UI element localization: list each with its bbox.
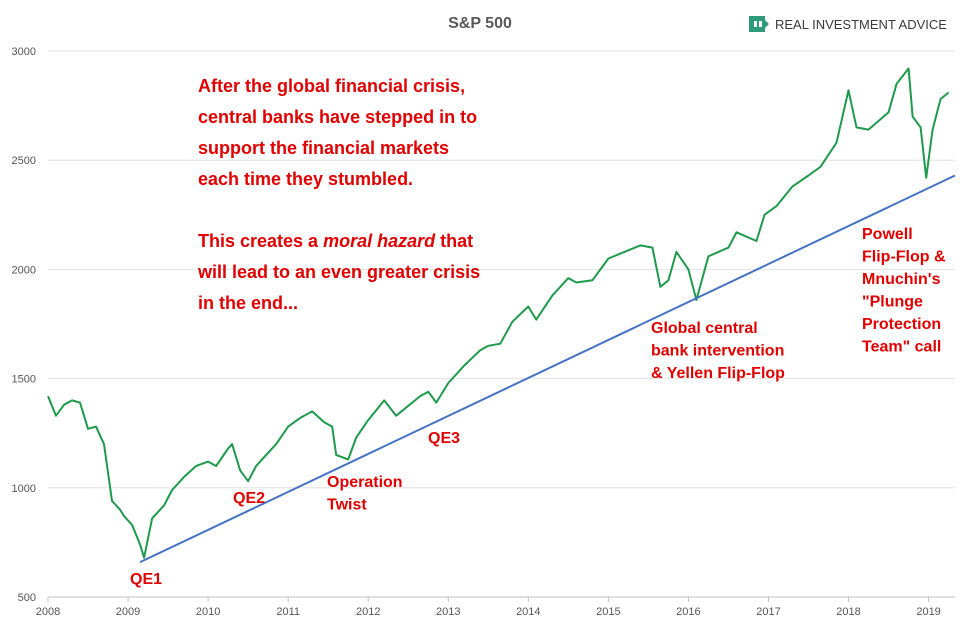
x-tick-label: 2016 xyxy=(676,606,700,618)
y-tick-label: 2500 xyxy=(12,155,36,167)
trend-line xyxy=(139,174,956,564)
note-line: central banks have stepped in to xyxy=(198,107,477,127)
brand-name: REAL INVESTMENT ADVICE xyxy=(775,17,947,32)
x-tick-label: 2008 xyxy=(36,606,60,618)
annotation: Global central xyxy=(651,320,758,337)
annotation: Protection xyxy=(862,316,941,333)
note-run: After the global financial crisis, xyxy=(198,76,465,96)
x-tick-label: 2011 xyxy=(276,606,300,618)
annotation: Mnuchin's xyxy=(862,271,941,288)
note-run: moral hazard xyxy=(323,231,436,251)
brand-logo: REAL INVESTMENT ADVICE xyxy=(749,16,947,32)
y-tick-label: 1500 xyxy=(12,374,36,386)
y-tick-label: 3000 xyxy=(12,46,36,58)
note-run: that xyxy=(435,231,473,251)
x-tick-label: 2010 xyxy=(196,606,220,618)
note-line: After the global financial crisis, xyxy=(198,76,465,96)
x-tick-label: 2014 xyxy=(516,606,540,618)
annotation: bank intervention xyxy=(651,343,784,360)
annotation: "Plunge xyxy=(862,294,923,311)
price-line xyxy=(47,67,950,559)
note-run: central banks have stepped in to xyxy=(198,107,477,127)
annotation: QE2 xyxy=(233,490,265,507)
x-tick-label: 2013 xyxy=(436,606,460,618)
note-run: each time they stumbled. xyxy=(198,169,413,189)
x-tick-label: 2019 xyxy=(916,606,940,618)
note-run: This creates a xyxy=(198,231,323,251)
annotation: QE3 xyxy=(428,430,460,447)
annotation: QE1 xyxy=(130,571,162,588)
annotation: Twist xyxy=(327,497,367,514)
note-line: This creates a moral hazard that xyxy=(198,231,473,251)
x-tick-label: 2018 xyxy=(836,606,860,618)
y-tick-label: 1000 xyxy=(12,483,36,495)
annotation: Flip-Flop & xyxy=(862,249,946,266)
x-tick-label: 2017 xyxy=(756,606,780,618)
note-line: support the financial markets xyxy=(198,138,449,158)
chart-title: S&P 500 xyxy=(448,15,512,32)
note-line: each time they stumbled. xyxy=(198,169,413,189)
y-tick-label: 500 xyxy=(18,592,36,604)
note-run: support the financial markets xyxy=(198,138,449,158)
annotation: Team" call xyxy=(862,339,941,356)
annotation: & Yellen Flip-Flop xyxy=(651,365,785,382)
x-tick-label: 2015 xyxy=(596,606,620,618)
note-run: in the end... xyxy=(198,293,298,313)
y-tick-label: 2000 xyxy=(12,264,36,276)
x-tick-label: 2009 xyxy=(116,606,140,618)
annotation: Operation xyxy=(327,474,403,491)
annotation: Powell xyxy=(862,226,913,243)
note-run: will lead to an even greater crisis xyxy=(197,262,480,282)
note-line: will lead to an even greater crisis xyxy=(197,262,480,282)
x-tick-label: 2012 xyxy=(356,606,380,618)
note-line: in the end... xyxy=(198,293,298,313)
